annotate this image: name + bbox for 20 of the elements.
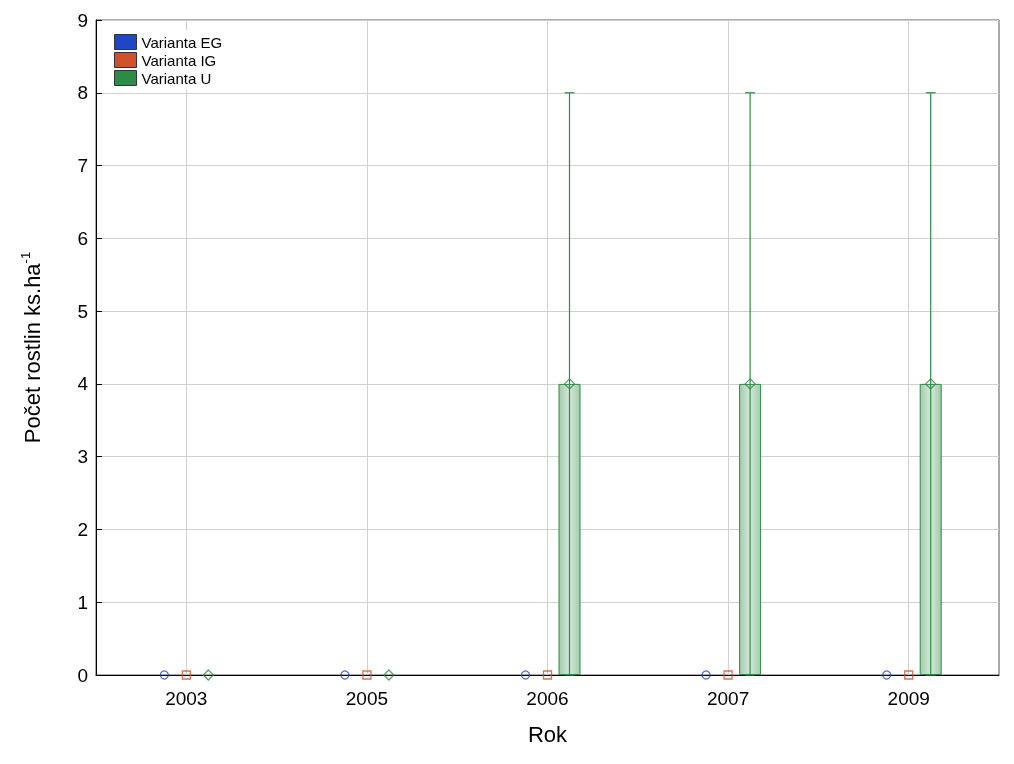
y-tick-label: 4 xyxy=(77,373,89,395)
x-tick-label: 2006 xyxy=(526,688,569,709)
y-tick-label: 5 xyxy=(77,300,88,322)
legend-label: Varianta U xyxy=(141,69,212,87)
y-tick-label: 1 xyxy=(77,591,88,613)
y-tick-label: 7 xyxy=(77,155,88,177)
y-tick-label: 9 xyxy=(77,9,88,31)
x-tick-label: 2005 xyxy=(345,688,389,709)
y-tick-label: 2 xyxy=(77,518,88,540)
y-tick-label: 3 xyxy=(77,446,88,468)
y-tick-label: 8 xyxy=(77,82,88,104)
legend-label: Varianta IG xyxy=(141,51,217,69)
y-tick-label: 0 xyxy=(77,664,88,686)
x-axis-title: Rok xyxy=(527,721,569,747)
x-tick-label: 2007 xyxy=(706,688,750,709)
x-tick-label: 2003 xyxy=(165,688,208,709)
x-tick-label: 2009 xyxy=(887,688,930,709)
legend-label: Varianta EG xyxy=(141,33,223,51)
y-tick-label: 6 xyxy=(77,227,88,249)
y-axis-title: Počet rostlin ks.ha-1 xyxy=(18,251,45,444)
